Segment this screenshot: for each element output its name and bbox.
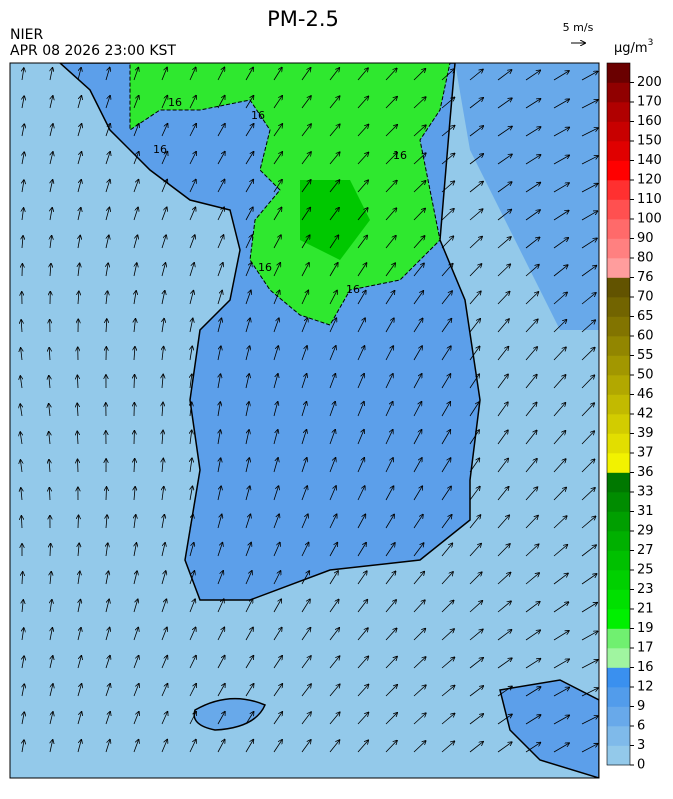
colorbar-segment bbox=[607, 102, 630, 122]
colorbar-segment bbox=[607, 336, 630, 356]
colorbar-label: 140 bbox=[637, 153, 662, 168]
colorbar-segment bbox=[607, 707, 630, 727]
colorbar-label: 16 bbox=[637, 660, 654, 675]
unit-text: µg/m bbox=[614, 41, 648, 56]
colorbar-label: 29 bbox=[637, 524, 654, 539]
colorbar-segment bbox=[607, 551, 630, 571]
colorbar-label: 25 bbox=[637, 563, 654, 578]
colorbar-label: 23 bbox=[637, 582, 654, 597]
colorbar-label: 80 bbox=[637, 251, 654, 266]
colorbar-segment bbox=[607, 219, 630, 239]
contour-label: 16 bbox=[168, 96, 182, 109]
contour-label: 16 bbox=[251, 109, 265, 122]
colorbar-segment bbox=[607, 141, 630, 161]
colorbar-label: 120 bbox=[637, 173, 662, 188]
title: PM-2.5 bbox=[267, 7, 339, 31]
colorbar-label: 50 bbox=[637, 368, 654, 383]
colorbar-label: 27 bbox=[637, 543, 654, 558]
colorbar-label: 39 bbox=[637, 426, 654, 441]
colorbar-segment bbox=[607, 414, 630, 434]
colorbar-label: 170 bbox=[637, 95, 662, 110]
datetime: APR 08 2026 23:00 KST bbox=[10, 43, 176, 59]
colorbar: 0369121617192123252729313336373942465055… bbox=[607, 63, 662, 773]
contour-label: 16 bbox=[393, 149, 407, 162]
colorbar-segment bbox=[607, 590, 630, 610]
colorbar-segment bbox=[607, 687, 630, 707]
colorbar-label: 12 bbox=[637, 680, 654, 695]
colorbar-label: 90 bbox=[637, 231, 654, 246]
colorbar-label: 76 bbox=[637, 270, 654, 285]
colorbar-segment bbox=[607, 492, 630, 512]
colorbar-segment bbox=[607, 239, 630, 259]
colorbar-segment bbox=[607, 609, 630, 629]
colorbar-segment bbox=[607, 629, 630, 649]
contour-label: 16 bbox=[346, 283, 360, 296]
colorbar-label: 70 bbox=[637, 290, 654, 305]
colorbar-label: 42 bbox=[637, 407, 654, 422]
colorbar-segment bbox=[607, 473, 630, 493]
colorbar-label: 0 bbox=[637, 758, 645, 773]
colorbar-segment bbox=[607, 726, 630, 746]
colorbar-segment bbox=[607, 317, 630, 337]
colorbar-segment bbox=[607, 161, 630, 181]
colorbar-segment bbox=[607, 278, 630, 298]
wind-arrow bbox=[106, 487, 107, 500]
colorbar-segment bbox=[607, 258, 630, 278]
colorbar-label: 55 bbox=[637, 348, 654, 363]
colorbar-label: 110 bbox=[637, 192, 662, 207]
colorbar-segment bbox=[607, 200, 630, 220]
colorbar-segment bbox=[607, 356, 630, 376]
colorbar-label: 19 bbox=[637, 621, 654, 636]
colorbar-segment bbox=[607, 570, 630, 590]
colorbar-label: 31 bbox=[637, 504, 654, 519]
colorbar-segment bbox=[607, 375, 630, 395]
colorbar-label: 21 bbox=[637, 602, 654, 617]
colorbar-label: 65 bbox=[637, 309, 654, 324]
unit-sup: 3 bbox=[648, 38, 654, 48]
contour-label: 16 bbox=[153, 143, 167, 156]
colorbar-label: 200 bbox=[637, 75, 662, 90]
source: NIER bbox=[10, 27, 43, 43]
colorbar-segment bbox=[607, 648, 630, 668]
wind-arrow bbox=[78, 515, 79, 528]
colorbar-segment bbox=[607, 395, 630, 415]
colorbar-segment bbox=[607, 83, 630, 103]
colorbar-label: 3 bbox=[637, 738, 645, 753]
colorbar-segment bbox=[607, 746, 630, 766]
colorbar-segment bbox=[607, 531, 630, 551]
wind-arrow bbox=[77, 459, 78, 472]
colorbar-label: 160 bbox=[637, 114, 662, 129]
colorbar-label: 46 bbox=[637, 387, 654, 402]
wind-arrow bbox=[134, 375, 135, 388]
colorbar-segment bbox=[607, 122, 630, 142]
colorbar-segment bbox=[607, 453, 630, 473]
unit: µg/m3 bbox=[614, 38, 653, 56]
map: 16 16 16 16 16 16 bbox=[10, 63, 599, 778]
colorbar-label: 150 bbox=[637, 134, 662, 149]
contour-label: 16 bbox=[258, 261, 272, 274]
colorbar-label: 100 bbox=[637, 212, 662, 227]
colorbar-segment bbox=[607, 297, 630, 317]
colorbar-segment bbox=[607, 668, 630, 688]
colorbar-segment bbox=[607, 63, 630, 83]
colorbar-label: 33 bbox=[637, 485, 654, 500]
colorbar-label: 6 bbox=[637, 719, 645, 734]
colorbar-label: 36 bbox=[637, 465, 654, 480]
colorbar-label: 9 bbox=[637, 699, 645, 714]
wind-scale-label: 5 m/s bbox=[563, 21, 594, 34]
colorbar-label: 60 bbox=[637, 329, 654, 344]
colorbar-segment bbox=[607, 512, 630, 532]
colorbar-segment bbox=[607, 180, 630, 200]
colorbar-label: 37 bbox=[637, 446, 654, 461]
colorbar-segment bbox=[607, 434, 630, 454]
colorbar-label: 17 bbox=[637, 641, 654, 656]
